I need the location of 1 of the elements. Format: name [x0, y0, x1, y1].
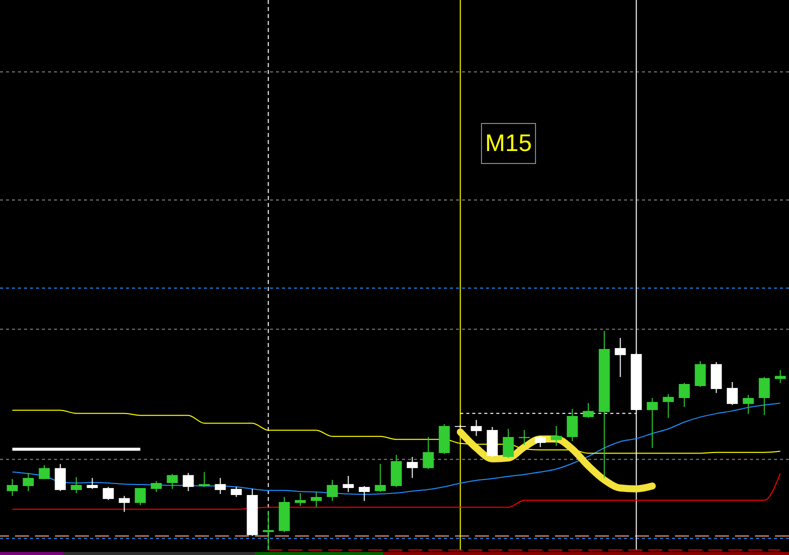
label-frame: M15	[481, 123, 536, 164]
